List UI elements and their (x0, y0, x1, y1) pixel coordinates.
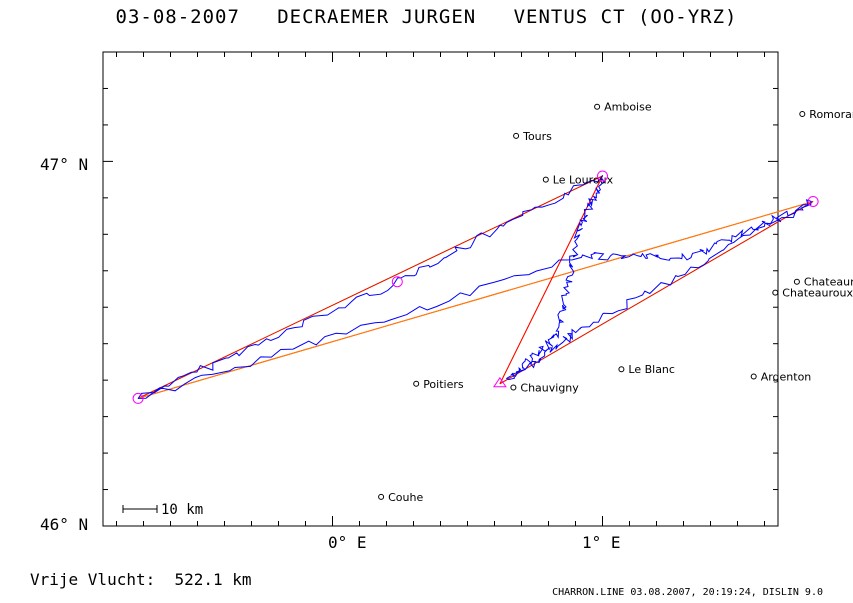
scale-bar-label: 10 km (161, 502, 203, 518)
flight-date: 03-08-2007 (115, 6, 240, 28)
lon-tick-label: 1° E (582, 533, 621, 552)
track-line (137, 174, 812, 400)
city-label: Romorantin (809, 108, 853, 121)
city-marker (413, 380, 420, 387)
city-marker (513, 132, 520, 139)
city-label: Le Blanc (628, 363, 675, 376)
city-markers: Amboise Romorantin Tours Le Louroux Chateaur… (378, 101, 853, 504)
city-label: Argenton (761, 371, 812, 384)
turnpoint-circle (132, 392, 144, 404)
lat-tick-label: 46° N (40, 515, 88, 534)
gps-track (137, 174, 812, 400)
city-label: Tours (522, 130, 552, 143)
glider-name: VENTUS CT (OO-YRZ) (513, 6, 738, 28)
lat-label-47: 47° N (40, 155, 88, 174)
start-triangle-icon (492, 376, 507, 388)
distance-value: 522.1 km (174, 570, 252, 589)
city-marker (772, 289, 779, 296)
turnpoint-circle (391, 276, 403, 288)
city-marker (793, 278, 800, 285)
city-marker (618, 366, 625, 373)
city-label: Le Louroux (553, 174, 614, 187)
turnpoint-markers (132, 170, 819, 404)
pilot-name: DECRAEMER JURGEN (277, 6, 477, 28)
lon-tick-label: 0° E (328, 533, 367, 552)
city-label: Chateauroux-Deols (804, 276, 853, 289)
flight-legs (137, 175, 814, 399)
lat-label-46: 46° N (40, 515, 88, 534)
axis-ticks (103, 52, 778, 527)
distance-label: Vrije Vlucht: (30, 570, 156, 589)
map-frame (102, 51, 779, 527)
city-label: Chateauroux-Villers (782, 287, 853, 300)
scale-bar: 10 km (122, 502, 203, 518)
distance-readout: Vrije Vlucht: 522.1 km (30, 570, 252, 589)
turnpoint-circle (807, 195, 819, 207)
city-label: Chauvigny (520, 381, 579, 394)
program-info: CHARRON.LINE 03.08.2007, 20:19:24, DISLI… (552, 587, 823, 598)
leg-line (137, 201, 814, 399)
city-label: Couhe (388, 491, 423, 504)
turnpoint-circle (597, 170, 608, 182)
city-marker (542, 176, 549, 183)
city-marker (594, 103, 601, 110)
chart-title: 03-08-2007 DECRAEMER JURGEN VENTUS CT (O… (0, 6, 853, 28)
leg-line (499, 201, 814, 385)
city-marker (750, 373, 757, 380)
lat-tick-label: 47° N (40, 155, 88, 174)
city-marker (510, 384, 517, 391)
leg-line (137, 175, 603, 399)
leg-line (499, 175, 603, 385)
city-label: Poitiers (423, 378, 464, 391)
city-marker (799, 110, 806, 117)
city-marker (378, 493, 385, 500)
city-label: Amboise (604, 101, 652, 114)
